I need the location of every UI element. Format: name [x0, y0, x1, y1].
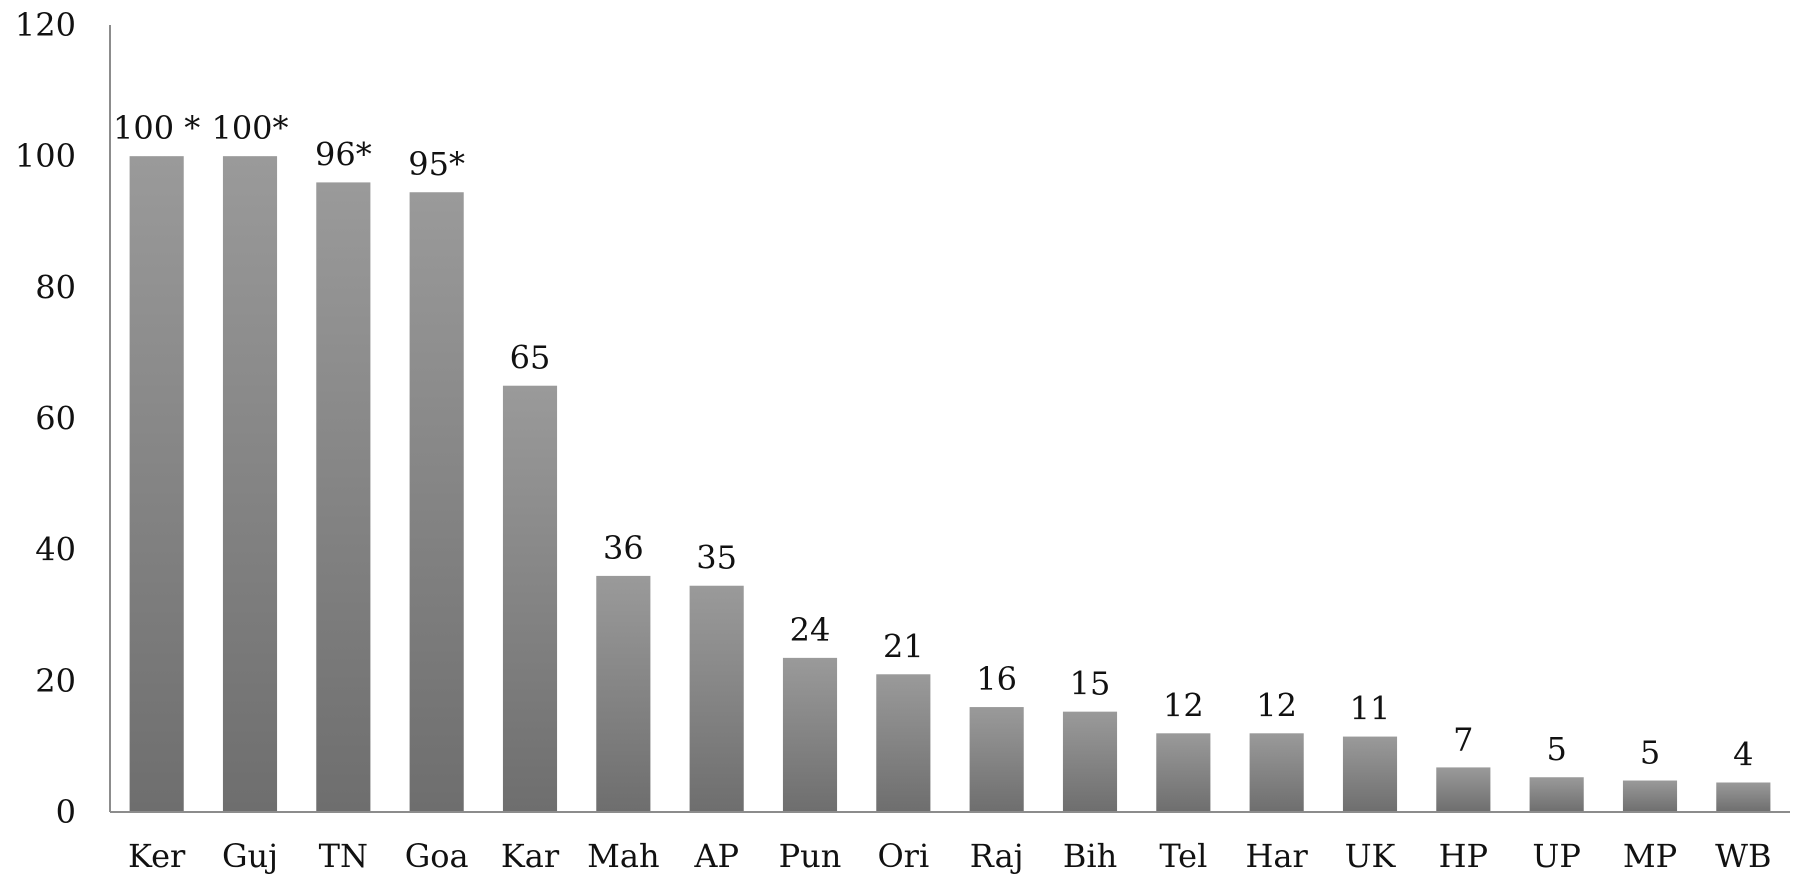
bars	[129, 156, 1771, 813]
bar-ori	[876, 674, 931, 812]
data-label-up: 5	[1546, 730, 1566, 768]
data-label-tn: 96*	[315, 135, 372, 173]
category-label-raj: Raj	[970, 837, 1024, 875]
category-label-guj: Guj	[222, 837, 278, 875]
bar-ker	[129, 156, 184, 812]
data-label-mah: 36	[603, 529, 644, 567]
y-tick-label: 120	[15, 6, 76, 44]
category-label-bih: Bih	[1063, 837, 1117, 875]
bar-pun	[782, 657, 838, 812]
bar-goa	[409, 192, 464, 813]
data-label-pun: 24	[790, 611, 831, 649]
category-label-ori: Ori	[877, 837, 929, 875]
data-label-uk: 11	[1350, 690, 1391, 728]
bar-uk	[1342, 736, 1398, 812]
category-label-goa: Goa	[405, 837, 469, 875]
y-tick-label: 0	[56, 793, 76, 831]
y-tick-label: 60	[35, 400, 76, 438]
data-label-mp: 5	[1640, 734, 1660, 772]
category-label-mah: Mah	[587, 837, 659, 875]
y-axis-ticks: 0 20 40 60 80 100 120	[15, 6, 76, 831]
bar-hp	[1436, 767, 1491, 812]
y-tick-label: 40	[35, 531, 76, 569]
category-label-pun: Pun	[779, 837, 842, 875]
y-tick-label: 100	[15, 137, 76, 175]
category-label-uk: UK	[1345, 837, 1397, 875]
bar-tel	[1156, 733, 1211, 812]
data-label-ap: 35	[696, 539, 737, 577]
bar-mah	[596, 575, 651, 812]
y-tick-label: 20	[35, 662, 76, 700]
category-label-hp: HP	[1439, 837, 1488, 875]
y-tick-label: 80	[35, 268, 76, 306]
bar-bih	[1062, 711, 1118, 812]
data-label-wb: 4	[1733, 735, 1753, 773]
bar-guj	[222, 156, 278, 812]
category-label-wb: WB	[1715, 837, 1771, 875]
category-label-kar: Kar	[501, 837, 560, 875]
data-label-har: 12	[1256, 686, 1297, 724]
bar-raj	[969, 707, 1024, 812]
data-label-ker: 100 *	[113, 109, 200, 147]
data-label-goa: 95*	[408, 145, 465, 183]
data-label-kar: 65	[510, 339, 551, 377]
data-labels: 100 * 100* 96* 95* 65 36 35 24 21 16 15 12 12 11 7 5 5 4	[113, 109, 1753, 773]
category-label-har: Har	[1246, 837, 1309, 875]
bar-up	[1529, 777, 1584, 812]
category-labels: Ker Guj TN Goa Kar Mah AP Pun Ori Raj Bih Tel Har UK H…	[128, 837, 1772, 875]
bar-mp	[1622, 780, 1678, 812]
category-label-tel: Tel	[1159, 837, 1207, 875]
bar-kar	[502, 385, 558, 812]
data-label-hp: 7	[1453, 720, 1473, 758]
category-label-tn: TN	[319, 837, 368, 875]
category-label-up: UP	[1532, 837, 1581, 875]
bar-ap	[689, 585, 744, 812]
bar-wb	[1716, 782, 1771, 812]
bar-har	[1249, 733, 1304, 812]
data-label-raj: 16	[976, 660, 1017, 698]
category-label-ker: Ker	[128, 837, 186, 875]
data-label-guj: 100*	[211, 109, 288, 147]
data-label-tel: 12	[1163, 686, 1204, 724]
category-label-mp: MP	[1623, 837, 1677, 875]
bar-tn	[316, 182, 371, 812]
data-label-bih: 15	[1070, 665, 1111, 703]
category-label-ap: AP	[693, 837, 739, 875]
data-label-ori: 21	[883, 627, 924, 665]
